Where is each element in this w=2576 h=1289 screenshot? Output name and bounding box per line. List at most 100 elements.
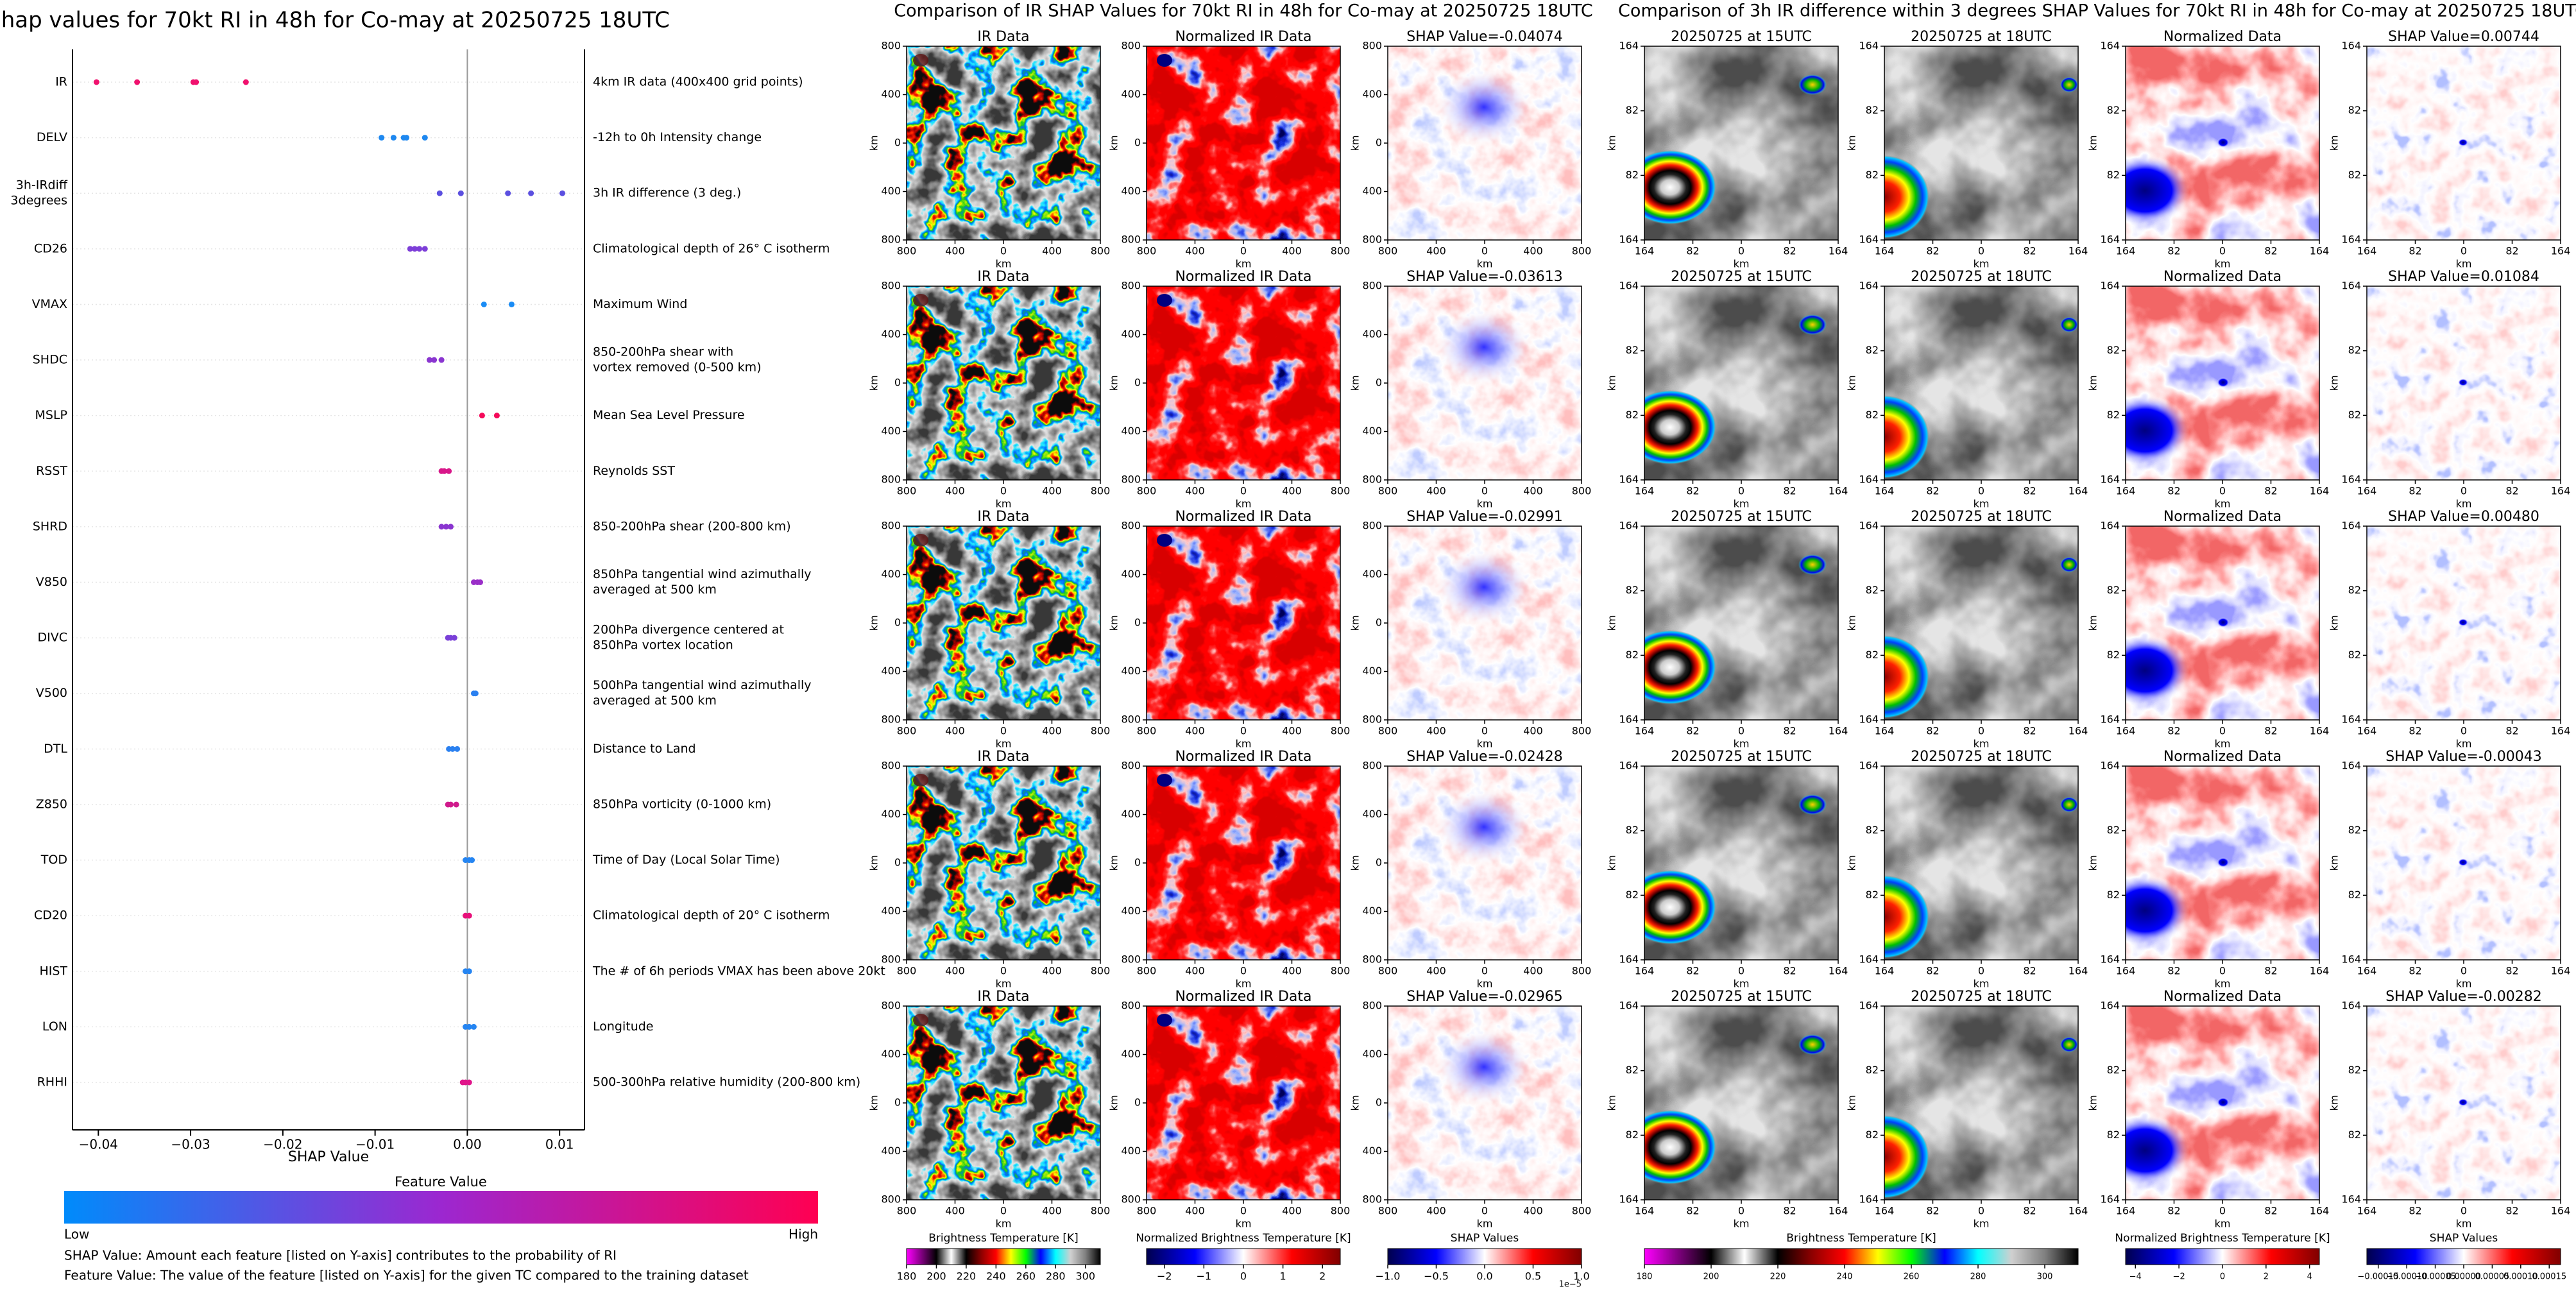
image-panel (1644, 766, 1838, 960)
y-tick-label: 0 (894, 617, 901, 629)
image-panel (907, 526, 1100, 720)
y-tick-label: 82 (1626, 584, 1639, 596)
x-tick-label: 0 (1240, 245, 1247, 257)
x-tick-label: 0 (2461, 725, 2467, 737)
colorbar-tick-label: 200 (1703, 1272, 1719, 1282)
x-tick-label: 82 (1926, 245, 1939, 257)
y-tick-label: 82 (2348, 1064, 2361, 1076)
x-tick-label: 400 (1185, 485, 1205, 497)
colorbar (1644, 1248, 2079, 1265)
x-tick-label: 0 (1481, 245, 1488, 257)
shap-point (411, 246, 418, 252)
x-tick-label: 164 (1875, 1205, 1895, 1217)
y-tick-label: 800 (881, 234, 901, 246)
colorbar-tick-label: −0.5 (1424, 1270, 1449, 1283)
y-tick-label: 800 (1121, 1000, 1141, 1012)
y-tick-label: 0 (894, 377, 901, 389)
x-tick-label: 800 (1091, 725, 1111, 737)
feature-description: Distance to Land (593, 742, 696, 756)
y-tick-label: 164 (2341, 474, 2361, 486)
y-tick-label: 164 (1619, 760, 1639, 772)
colorbar-tick-label: 260 (1016, 1270, 1036, 1283)
y-axis-label: km (1108, 375, 1120, 391)
colorbar-label: SHAP Values (1451, 1232, 1519, 1245)
feature-label: HIST (39, 964, 67, 978)
y-axis-label: km (1349, 375, 1361, 391)
x-tick-label: 0 (1481, 1205, 1488, 1217)
image-field (907, 286, 1100, 480)
colorbar-label: Feature Value (395, 1174, 487, 1190)
shap-point (448, 801, 454, 808)
x-tick-label: 82 (2505, 1205, 2518, 1217)
image-feature (2060, 317, 2078, 332)
y-tick-label: 82 (2107, 649, 2120, 661)
y-axis-label: km (1846, 135, 1858, 151)
x-tick-label: 0 (2219, 485, 2226, 497)
y-tick-label: 164 (1619, 474, 1639, 486)
y-tick-label: 400 (881, 665, 901, 677)
x-tick-label: 400 (1426, 245, 1446, 257)
x-tick-label: 164 (2068, 965, 2088, 977)
y-tick-label: 82 (2107, 344, 2120, 356)
y-tick-label: 400 (1121, 88, 1141, 100)
image-feature (2060, 1037, 2078, 1052)
colorbar-label: Normalized Brightness Temperature [K] (2115, 1232, 2330, 1245)
x-axis-label: km (1734, 258, 1750, 270)
shap-point (422, 246, 428, 252)
y-tick-label: 82 (1866, 169, 1879, 181)
shap-point (443, 524, 449, 530)
feature-label: DTL (44, 742, 67, 756)
y-tick-label: 164 (2341, 234, 2361, 246)
x-tick-label: 400 (1185, 1205, 1205, 1217)
feature-label: VMAX (32, 297, 67, 311)
y-tick-label: 800 (1362, 1193, 1382, 1206)
x-tick-label: 400 (1282, 245, 1302, 257)
x-tick-label: 164 (2310, 1205, 2330, 1217)
feature-description: vortex removed (0-500 km) (593, 361, 762, 375)
y-tick-label: 800 (1121, 760, 1141, 772)
y-tick-label: 400 (1362, 88, 1382, 100)
x-tick-label: 800 (1091, 1205, 1111, 1217)
image-field (907, 46, 1100, 240)
y-axis-label: km (868, 615, 880, 631)
feature-label: RHHI (37, 1075, 67, 1089)
panel-title: 20250725 at 15UTC (1671, 29, 1812, 45)
y-tick-label: 82 (2348, 1129, 2361, 1141)
panel-title: Normalized Data (2163, 29, 2282, 45)
x-axis-label: km (1974, 498, 1990, 510)
y-tick-label: 400 (1362, 905, 1382, 917)
x-tick-label: 400 (1282, 725, 1302, 737)
y-tick-label: 400 (881, 1145, 901, 1157)
y-tick-label: 0 (1376, 137, 1382, 149)
x-axis-label: km (1236, 978, 1252, 990)
shap-point (472, 690, 479, 697)
feature-description: 850-200hPa shear (200-800 km) (593, 519, 791, 533)
feature-label: RSST (36, 464, 67, 478)
shap-point (193, 79, 200, 85)
colorbar-tick-label: 0.00005 (2475, 1272, 2510, 1282)
y-axis-label: km (2328, 855, 2341, 871)
x-tick-label: 800 (1378, 1205, 1398, 1217)
x-axis-label: km (996, 738, 1012, 750)
image-panel (1884, 1006, 2078, 1200)
x-axis-label: km (996, 978, 1012, 990)
feature-description: 3h IR difference (3 deg.) (593, 186, 741, 200)
x-tick-label: 82 (2409, 245, 2421, 257)
y-tick-label: 82 (1866, 889, 1879, 901)
x-axis-label: km (1477, 978, 1493, 990)
x-tick-label: 0 (1738, 725, 1744, 737)
x-axis-label: km (1236, 498, 1252, 510)
y-tick-label: 164 (1619, 280, 1639, 292)
image-panel (2367, 1006, 2561, 1200)
x-axis-label: km (1236, 738, 1252, 750)
x-tick-label: 0 (1240, 485, 1247, 497)
x-axis-label: km (2456, 258, 2472, 270)
shap-point (426, 357, 432, 363)
x-tick-label: 82 (2409, 965, 2421, 977)
x-tick-label: 400 (1426, 965, 1446, 977)
shap-point (528, 190, 534, 196)
y-axis-label: km (1606, 1095, 1618, 1111)
y-tick-label: 400 (1362, 568, 1382, 580)
x-tick-label: 164 (2116, 245, 2136, 257)
image-field (1147, 526, 1340, 720)
